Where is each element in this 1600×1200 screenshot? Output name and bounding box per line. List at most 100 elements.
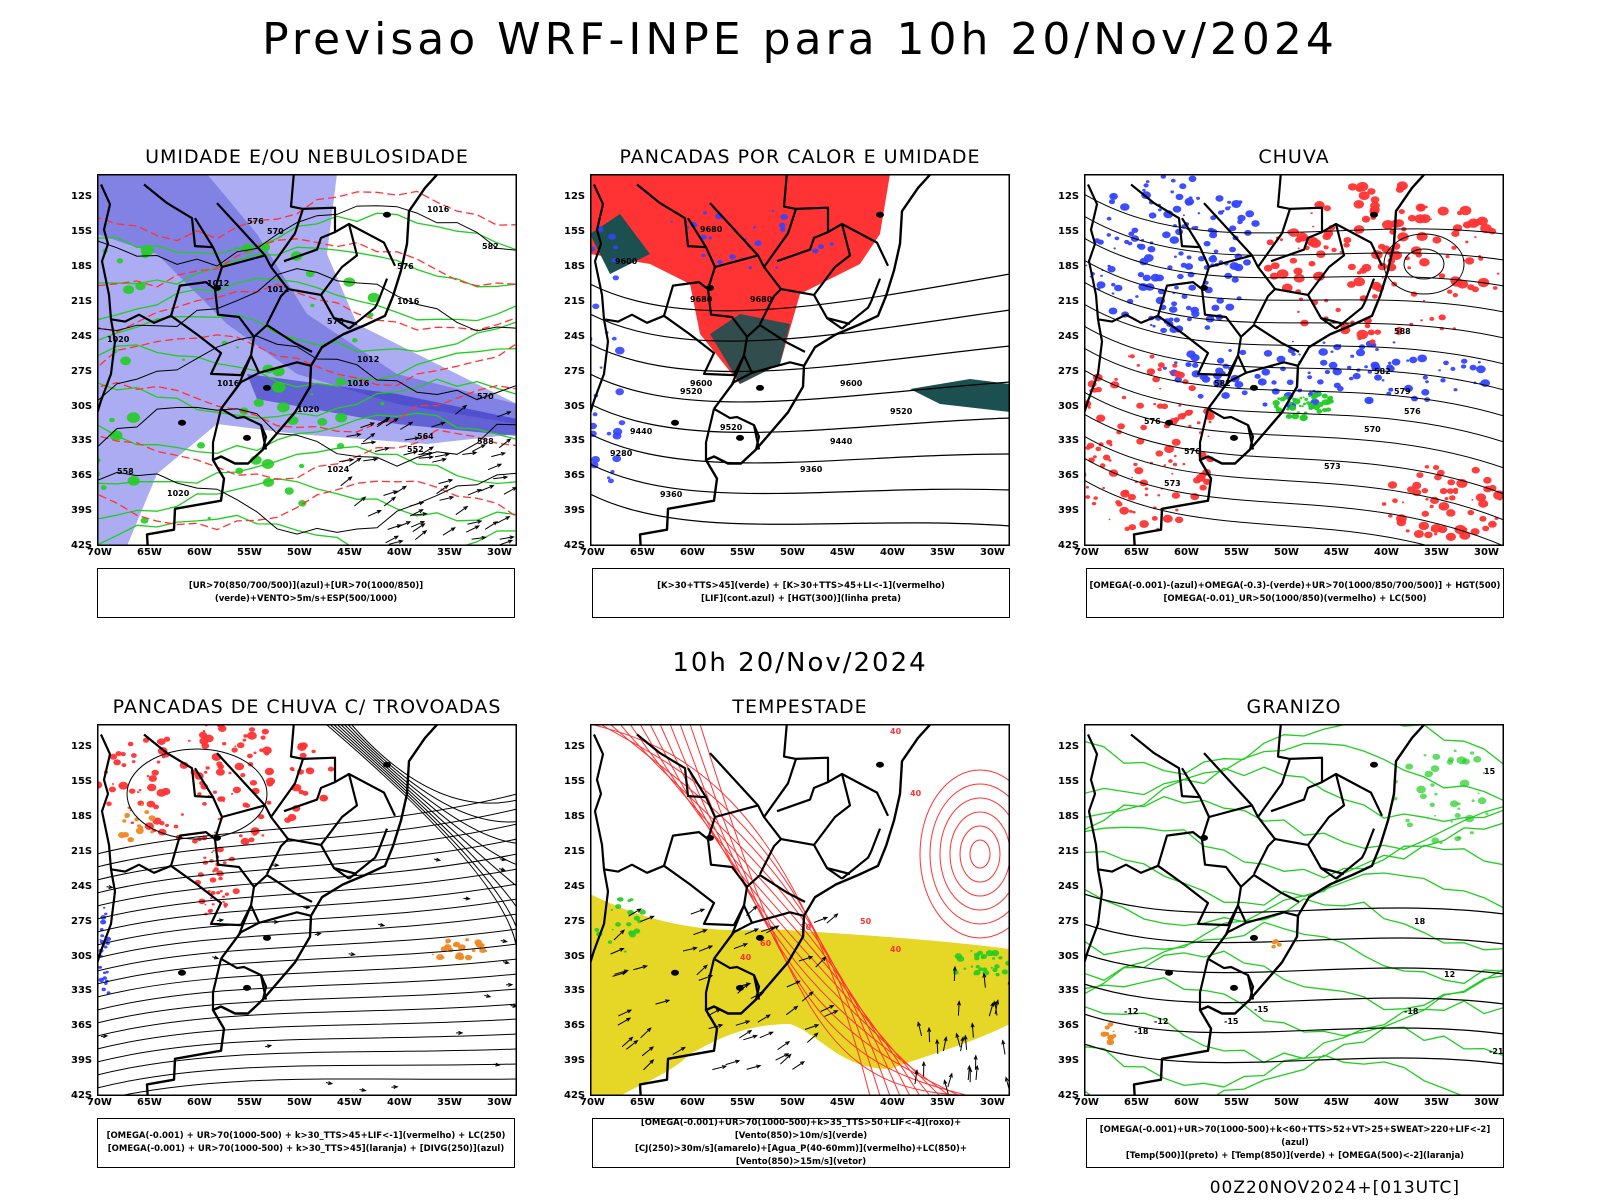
- wind850-area: [626, 922, 632, 927]
- omega-blue-area: [1209, 231, 1218, 239]
- map-svg: -12 -15 -18 -18 -15 -12 -21 12 15 18: [1084, 724, 1504, 1096]
- rain-red-area: [1171, 438, 1181, 446]
- rain-red-area: [1173, 417, 1180, 422]
- rain-red-area: [1357, 336, 1362, 341]
- rain-red-area: [1129, 354, 1135, 359]
- storm-red-area: [121, 763, 127, 768]
- border-line: [1207, 957, 1255, 1000]
- wind-vector-head: [443, 484, 449, 490]
- lat-tick-label: 36S: [71, 470, 93, 481]
- hgt300-contour: [590, 273, 1010, 312]
- border-line: [709, 202, 759, 257]
- lif-contour: [708, 236, 712, 240]
- divergence-area: [102, 906, 106, 909]
- wind-vector: [936, 1039, 939, 1054]
- storm-red-area: [266, 800, 272, 805]
- contour-label: 1020: [107, 335, 130, 344]
- lif-contour: [613, 245, 619, 250]
- border-line: [869, 278, 882, 303]
- temp850-isoline: [1084, 844, 1504, 906]
- storm-red-area: [248, 727, 256, 732]
- green-contour: [140, 517, 149, 524]
- rain-red-area: [1474, 236, 1477, 239]
- map-plot: 12S 15S 18S 21S 24S 27S 30S 33S 36S 39S 42S 70W 65W 6…: [71, 724, 517, 1108]
- storm-red-area: [118, 781, 129, 790]
- flow-arrow-head: [103, 1034, 109, 1039]
- storm-red-area: [232, 786, 241, 794]
- wind-vector: [735, 1020, 750, 1026]
- border-line: [813, 223, 852, 296]
- lake-blob: [1370, 211, 1378, 218]
- border-line: [334, 772, 396, 817]
- rain-red-area: [1438, 502, 1450, 511]
- green-contour: [335, 377, 346, 385]
- rain-red-area: [1117, 423, 1125, 430]
- temp850-isoline-blob: [1424, 770, 1433, 778]
- omega-blue-area: [1443, 360, 1449, 366]
- omega-blue-area: [1476, 365, 1486, 374]
- wind-vector: [956, 1033, 961, 1048]
- flow-arrow-head: [379, 922, 386, 927]
- rain-red-area: [1195, 474, 1206, 482]
- rain-red-area: [1139, 520, 1149, 528]
- omega-blue-area: [1271, 380, 1277, 385]
- border-line: [841, 851, 872, 880]
- omega-blue-area: [1391, 358, 1401, 366]
- contour-label: 9360: [660, 490, 683, 499]
- omega-blue-area: [1332, 367, 1342, 376]
- wind-vector-head: [718, 1023, 724, 1028]
- rain-red-area: [1203, 478, 1211, 485]
- omega-blue-area: [1243, 259, 1251, 266]
- lon-tick-label: 45W: [337, 547, 362, 558]
- omega-blue-area: [1229, 246, 1236, 253]
- lat-tick-label: 30S: [564, 401, 586, 412]
- precipitable-water-line: [939, 797, 1010, 911]
- wind-vector-head: [376, 509, 383, 514]
- rain-red-area: [1172, 462, 1178, 467]
- wind-vector-head: [401, 485, 408, 490]
- omega-blue-area: [1173, 317, 1180, 323]
- omega-blue-area: [1114, 284, 1123, 292]
- border-line: [1335, 301, 1366, 330]
- storm-red-area: [327, 766, 334, 772]
- wind850-area: [610, 909, 614, 911]
- legend-line: [UR>70(850/700/500)](azul)+[UR>70(1000/8…: [188, 581, 424, 604]
- wind-vector: [757, 1014, 771, 1023]
- rain-red-area: [1496, 272, 1500, 275]
- storm-red-area: [163, 736, 171, 742]
- omega-blue-area: [1221, 392, 1230, 399]
- lake-blob: [213, 284, 221, 291]
- map-plot: -12 -15 -18 -18 -15 -12 -21 12 15 18 12S 15S 18S 21S 2…: [1058, 724, 1504, 1108]
- rain-red-area: [1159, 387, 1162, 390]
- wind-vector: [618, 1009, 632, 1017]
- wind-vector-head: [990, 1001, 995, 1007]
- high-center: [1403, 248, 1445, 280]
- hgt500-contour: [1084, 479, 1431, 546]
- omega-blue-area: [1169, 236, 1180, 244]
- green-isoline: [97, 412, 517, 454]
- rain-red-area: [1369, 339, 1376, 345]
- wind-vector-head: [814, 1024, 820, 1028]
- rain-red-area: [1168, 459, 1173, 463]
- wind-vector: [917, 1022, 923, 1037]
- omega-blue-area: [1271, 388, 1280, 395]
- wind-vector: [497, 411, 511, 418]
- omega-blue-area: [1182, 214, 1185, 217]
- wind-vector-head: [506, 411, 512, 416]
- red-thickness-line: [97, 382, 517, 433]
- rain-red-area: [1172, 363, 1178, 368]
- omega-blue-area: [1196, 196, 1201, 200]
- omega-blue-area: [1179, 183, 1187, 190]
- border-line: [687, 767, 707, 798]
- flow-arrow-head: [500, 867, 507, 872]
- contour-label: 18: [1414, 917, 1426, 926]
- temp850-isoline-blob: [1405, 818, 1410, 823]
- lon-tick-label: 70W: [1074, 1097, 1099, 1108]
- storm-red-area: [187, 739, 191, 742]
- storm-red-area: [223, 902, 229, 907]
- lon-tick-label: 30W: [487, 547, 512, 558]
- rain-red-area: [1413, 530, 1424, 538]
- border-line: [662, 280, 749, 377]
- lake-blob: [1165, 969, 1173, 976]
- rain-red-area: [1471, 466, 1480, 474]
